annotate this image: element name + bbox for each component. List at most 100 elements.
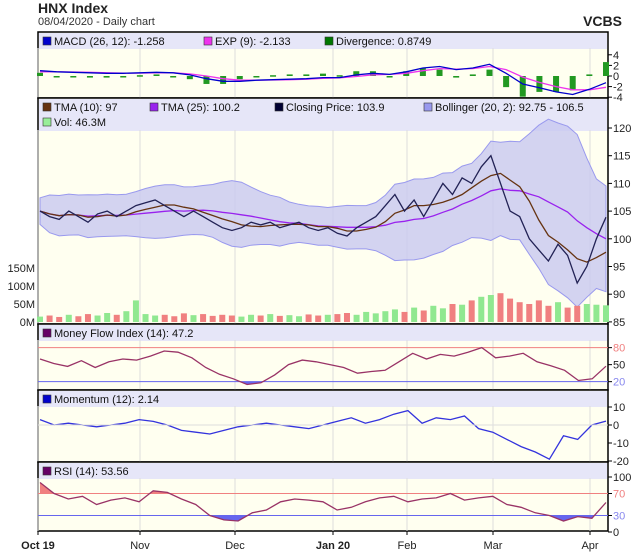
divergence-bar (336, 75, 343, 77)
y-tick-label: 100 (613, 234, 631, 246)
divergence-bar (53, 76, 60, 78)
volume-bar (372, 313, 379, 322)
y-tick-label: 10 (613, 402, 625, 414)
legend-label: Momentum (12): 2.14 (54, 394, 159, 406)
legend-swatch (42, 394, 52, 404)
divergence-bar (303, 74, 310, 76)
y-tick-label: -10 (613, 438, 629, 450)
volume-bar (535, 300, 542, 322)
y-tick-label: 2 (613, 60, 619, 72)
y-tick-label: 0 (613, 527, 619, 539)
y-tick-label: 80 (613, 343, 625, 355)
x-tick-label: Dec (225, 540, 245, 552)
volume-bar (497, 293, 504, 322)
volume-bar (459, 304, 466, 322)
volume-bar (132, 300, 139, 322)
divergence-bar (536, 76, 543, 92)
legend-label: RSI (14): 53.56 (54, 466, 129, 478)
legend-label: Vol: 46.3M (54, 117, 106, 129)
volume-bar (382, 311, 389, 322)
legend-label: TMA (25): 100.2 (161, 102, 240, 114)
volume-bar (401, 311, 408, 322)
legend-swatch (42, 466, 52, 476)
bollinger-band (39, 118, 607, 308)
divergence-bar (419, 68, 426, 76)
y-tick-label: 30 (613, 511, 625, 523)
volume-bar (603, 305, 609, 322)
legend-label: MACD (26, 12): -1.258 (54, 36, 165, 48)
divergence-bar (586, 74, 593, 76)
panel-header-osc2 (39, 325, 607, 341)
volume-bar (478, 296, 485, 322)
legend-swatch (42, 36, 52, 46)
legend-swatch (274, 102, 284, 112)
volume-bar (324, 314, 331, 322)
legend-label: Bollinger (20, 2): 92.75 - 106.5 (435, 102, 584, 114)
divergence-bar (486, 69, 493, 76)
volume-bar (276, 315, 283, 322)
volume-bar (84, 314, 91, 322)
volume-bar (564, 307, 571, 322)
volume-tick-label: 50M (14, 299, 35, 311)
divergence-bar (469, 74, 476, 76)
divergence-bar (70, 76, 77, 78)
volume-bar (65, 314, 72, 322)
y-tick-label: 120 (613, 123, 631, 135)
volume-bar (94, 315, 101, 322)
chart-subtitle: 08/04/2020 - Daily chart (38, 16, 155, 28)
divergence-bar (136, 75, 143, 77)
y-tick-label: 90 (613, 289, 625, 301)
legend-swatch (324, 36, 334, 46)
y-tick-label: 0 (613, 71, 619, 83)
legend-swatch (42, 102, 52, 112)
volume-bar (363, 311, 370, 322)
divergence-bar (220, 76, 227, 84)
volume-bar (315, 315, 322, 322)
divergence-bar (286, 74, 293, 76)
legend-swatch (149, 102, 159, 112)
y-tick-label: 115 (613, 151, 631, 163)
divergence-bar (170, 76, 177, 78)
volume-bar (152, 315, 159, 322)
volume-bar (190, 315, 197, 322)
y-tick-label: -20 (613, 456, 629, 468)
divergence-bar (153, 74, 160, 76)
x-tick-label: Feb (398, 540, 417, 552)
volume-bar (583, 304, 590, 322)
legend-swatch (423, 102, 433, 112)
volume-bar (286, 315, 293, 322)
x-tick-label: Oct 19 (21, 540, 55, 552)
volume-bar (449, 304, 456, 322)
volume-bar (219, 314, 226, 322)
legend-swatch (42, 117, 52, 127)
macd-line (39, 63, 607, 96)
volume-tick-label: 0M (20, 317, 35, 329)
indicator-line (39, 481, 607, 522)
x-tick-label: Apr (581, 540, 598, 552)
legend-swatch (203, 36, 213, 46)
divergence-bar (569, 76, 576, 91)
volume-bar (46, 315, 53, 322)
volume-bar (353, 314, 360, 322)
y-tick-label: 70 (613, 489, 625, 501)
volume-bar (123, 311, 130, 322)
legend-label: Divergence: 0.8749 (336, 36, 431, 48)
volume-bar (468, 300, 475, 322)
divergence-bar (519, 76, 526, 97)
divergence-bar (386, 76, 393, 78)
y-tick-label: -2 (613, 82, 623, 94)
volume-bar (267, 314, 274, 322)
panel-header-osc4 (39, 463, 607, 479)
volume-bar (420, 310, 427, 322)
divergence-bar (320, 73, 326, 76)
panel-header-macd (39, 33, 607, 49)
divergence-bar (120, 76, 127, 78)
y-tick-label: 20 (613, 377, 625, 389)
volume-bar (334, 314, 341, 322)
y-tick-label: 0 (613, 420, 619, 432)
volume-bar (593, 304, 600, 322)
divergence-bar (186, 76, 193, 80)
volume-bar (37, 316, 43, 322)
divergence-bar (436, 69, 443, 76)
divergence-bar (253, 76, 260, 78)
